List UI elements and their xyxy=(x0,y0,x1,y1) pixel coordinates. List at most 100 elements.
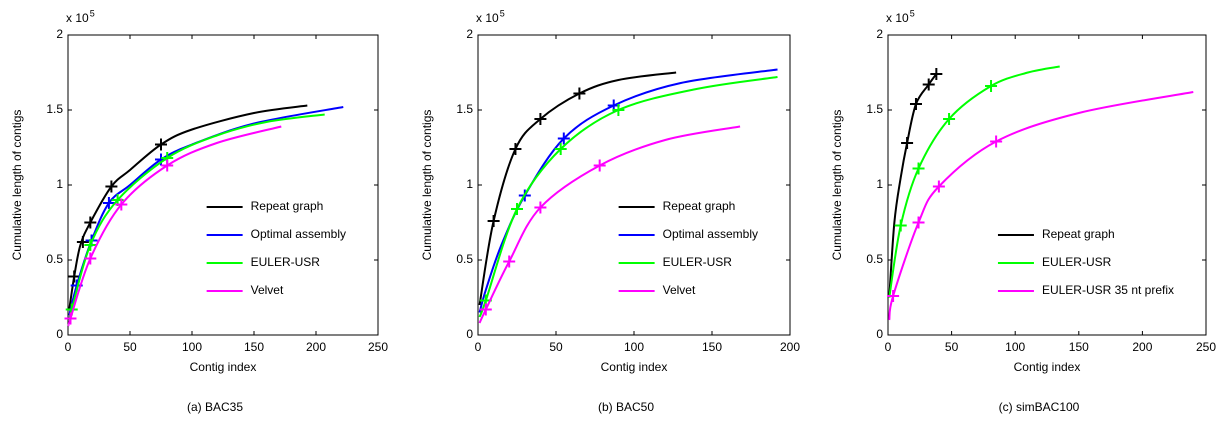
y-multiplier: x 10 xyxy=(886,11,909,25)
data-marker xyxy=(76,236,89,248)
data-marker xyxy=(105,180,118,193)
y-tick-label: 2 xyxy=(876,27,883,41)
data-marker xyxy=(115,198,128,211)
data-marker xyxy=(573,87,586,100)
data-marker xyxy=(479,303,492,316)
y-multiplier: x 10 xyxy=(66,11,89,25)
legend-label: Velvet xyxy=(251,283,284,297)
y-tick-label: 1 xyxy=(56,177,63,191)
x-tick-label: 150 xyxy=(244,340,264,354)
x-tick-label: 50 xyxy=(945,340,959,354)
x-tick-label: 0 xyxy=(885,340,892,354)
legend: Repeat graph Optimal assembly EULER-USR Vel… xyxy=(192,190,357,308)
x-tick-label: 100 xyxy=(182,340,202,354)
x-tick-label: 250 xyxy=(368,340,388,354)
x-axis-label: Contig index xyxy=(190,360,257,374)
data-marker xyxy=(922,78,935,91)
subplot: 0 50 100 150 200 250 0 0.5 1 1.5 2x 10 5 Contig inde… xyxy=(10,8,388,414)
y-tick-label: 0.5 xyxy=(866,252,883,266)
x-axis-label: Contig index xyxy=(1014,360,1081,374)
y-multiplier-exponent: 5 xyxy=(500,8,505,18)
x-tick-label: 0 xyxy=(65,340,72,354)
data-marker xyxy=(612,104,625,116)
legend: Repeat graph Optimal assembly EULER-USR Vel… xyxy=(604,190,769,308)
y-tick-label: 0.5 xyxy=(46,252,63,266)
y-tick-label: 0 xyxy=(56,327,63,341)
x-tick-label: 200 xyxy=(306,340,326,354)
y-tick-label: 0.5 xyxy=(456,252,473,266)
data-marker xyxy=(84,252,97,265)
data-marker xyxy=(511,203,523,215)
x-tick-label: 150 xyxy=(702,340,722,354)
x-tick-label: 100 xyxy=(1005,340,1025,354)
y-axis-label: Cumulative length of contigs xyxy=(420,110,434,261)
data-marker xyxy=(534,113,547,125)
data-marker xyxy=(534,201,547,214)
legend-label: EULER-USR xyxy=(1042,255,1112,269)
data-marker xyxy=(912,162,925,175)
y-tick-label: 1.5 xyxy=(46,102,63,116)
legend-box xyxy=(604,190,769,308)
x-tick-label: 50 xyxy=(549,340,563,354)
data-marker xyxy=(894,219,907,232)
data-marker xyxy=(487,215,500,227)
y-tick-label: 0 xyxy=(876,327,883,341)
data-marker xyxy=(985,80,998,92)
data-marker xyxy=(84,216,97,229)
legend-label: Repeat graph xyxy=(1042,227,1115,241)
legend-label: Optimal assembly xyxy=(663,227,758,241)
data-marker xyxy=(84,239,97,251)
data-marker xyxy=(909,98,922,110)
data-line xyxy=(68,104,308,310)
y-tick-label: 2 xyxy=(56,27,63,41)
data-marker xyxy=(161,159,174,172)
x-tick-label: 200 xyxy=(780,340,800,354)
y-axis-label: Cumulative length of contigs xyxy=(830,110,844,261)
legend-label: Repeat graph xyxy=(663,199,736,213)
data-marker xyxy=(557,132,570,145)
data-marker xyxy=(68,270,81,283)
y-tick-label: 0 xyxy=(466,327,473,341)
subplot: 0 50 100 150 200 250 0 0.5 1 1.5 2x 10 5 Contig inde… xyxy=(830,8,1216,414)
x-tick-label: 250 xyxy=(1196,340,1216,354)
data-marker xyxy=(887,290,900,302)
x-tick-label: 50 xyxy=(123,340,137,354)
caption: (c) simBAC100 xyxy=(999,400,1080,414)
caption: (a) BAC35 xyxy=(187,400,243,414)
y-multiplier-exponent: 5 xyxy=(910,8,915,18)
legend-label: Repeat graph xyxy=(251,199,324,213)
y-axis-label: Cumulative length of contigs xyxy=(10,110,24,261)
data-marker xyxy=(509,143,522,155)
data-marker xyxy=(932,180,945,193)
x-tick-label: 0 xyxy=(475,340,482,354)
y-tick-label: 2 xyxy=(466,27,473,41)
legend-label: Optimal assembly xyxy=(251,227,346,241)
legend: Repeat graph EULER-USR EULER-USR 35 nt pre… xyxy=(983,218,1185,308)
data-marker xyxy=(554,143,567,155)
data-line xyxy=(68,113,325,321)
y-tick-label: 1 xyxy=(466,177,473,191)
data-marker xyxy=(64,312,77,325)
legend-label: EULER-USR xyxy=(663,255,733,269)
caption: (b) BAC50 xyxy=(598,400,654,414)
subplot: 0 50 100 150 200 0 0.5 1 1.5 2x 10 5 Contig index Cu… xyxy=(420,8,800,414)
x-tick-label: 200 xyxy=(1132,340,1152,354)
legend-label: EULER-USR 35 nt prefix xyxy=(1042,283,1174,297)
x-tick-label: 150 xyxy=(1069,340,1089,354)
data-marker xyxy=(155,138,167,151)
data-marker xyxy=(912,216,925,229)
y-multiplier: x 10 xyxy=(476,11,499,25)
x-axis-label: Contig index xyxy=(601,360,668,374)
data-marker xyxy=(990,135,1003,148)
data-marker xyxy=(503,255,516,268)
legend-label: EULER-USR xyxy=(251,255,321,269)
data-marker xyxy=(943,113,956,125)
data-marker xyxy=(102,197,115,209)
legend-box xyxy=(192,190,357,308)
data-marker xyxy=(901,137,914,149)
y-multiplier-exponent: 5 xyxy=(90,8,95,18)
y-tick-label: 1.5 xyxy=(866,102,883,116)
y-tick-label: 1 xyxy=(876,177,883,191)
legend-label: Velvet xyxy=(663,283,696,297)
